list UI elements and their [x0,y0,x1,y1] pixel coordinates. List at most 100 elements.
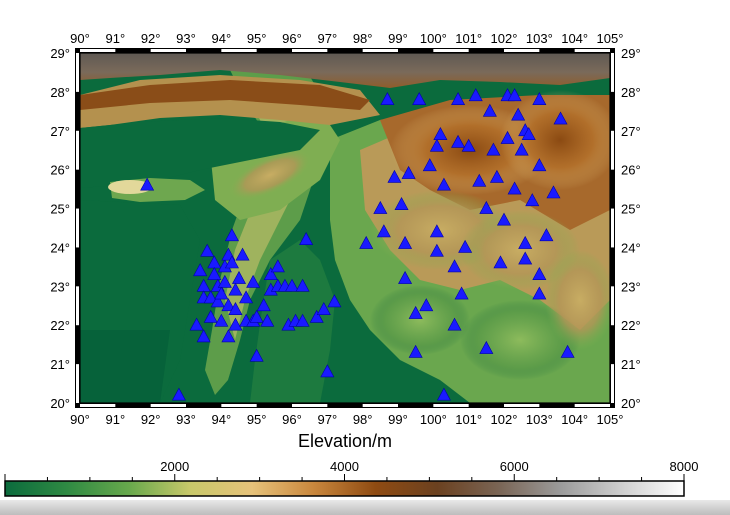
station-triangle [320,364,335,378]
station-triangle [447,259,462,273]
frame-check [150,404,186,407]
lon-tick-label: 101° [455,412,482,427]
station-triangle [433,127,448,140]
station-triangle [436,177,451,191]
frame-check [362,49,398,52]
station-triangle [507,181,522,195]
frame-check [292,49,328,52]
colorbar-tick-label: 6000 [500,459,529,474]
station-triangle [479,200,494,214]
lat-tick-label: 26° [50,163,70,178]
station-triangle [398,235,413,249]
terrain-relief [80,53,610,403]
lon-tick-label: 98° [353,412,373,427]
station-triangle [412,92,427,105]
lon-tick-label: 98° [353,31,373,46]
station-triangle [461,138,476,152]
lat-tick-label: 28° [50,85,70,100]
lon-tick-label: 103° [526,412,553,427]
station-triangle [401,165,416,179]
station-markers [140,88,575,401]
station-triangle [221,298,236,312]
station-triangle [532,286,547,300]
station-triangle [207,267,222,280]
lon-tick-label: 100° [420,31,447,46]
window-bottom-bar [0,500,730,515]
frame-check [574,404,610,407]
station-triangle [521,127,536,140]
lat-tick-label: 22° [50,318,70,333]
station-triangle [539,228,554,242]
frame-check [221,404,257,407]
station-triangle [514,142,529,156]
station-triangle [217,274,232,288]
lat-tick-label: 20° [50,396,70,411]
station-triangle [246,274,261,288]
station-triangle [376,224,391,238]
station-triangle [373,200,388,214]
station-triangle [228,317,243,331]
lon-tick-label: 97° [317,31,337,46]
station-triangle [327,294,342,308]
frame-check [611,130,614,170]
frame-check [611,208,614,248]
frame-check [76,286,79,326]
lat-tick-label: 28° [621,85,641,100]
lon-tick-label: 99° [388,31,408,46]
frame-check [574,49,610,52]
station-triangle [500,130,515,144]
lon-tick-label: 105° [597,412,624,427]
frame-check [504,404,540,407]
station-triangle [408,344,423,358]
colorbar-title: Elevation/m [298,431,392,451]
station-triangle [299,232,314,245]
lat-tick-label: 27° [50,124,70,139]
frame-check [433,404,469,407]
station-triangle [200,243,215,257]
lon-tick-label: 96° [282,412,302,427]
lon-tick-label: 91° [105,412,125,427]
station-triangle [546,185,561,199]
station-triangle [429,224,444,238]
lat-tick-label: 23° [621,279,641,294]
station-triangle [214,286,229,300]
station-triangle [309,309,324,323]
station-triangle [451,134,466,148]
station-triangle [235,247,250,261]
station-triangle [493,255,508,269]
lon-tick-label: 90° [70,412,90,427]
station-triangle [249,309,264,323]
lat-tick-label: 24° [621,240,641,255]
station-triangle [359,235,374,249]
frame-check [611,364,614,403]
station-triangle [256,298,271,312]
frame-check [292,404,328,407]
station-triangle [454,286,469,300]
station-triangle [239,290,254,304]
frame-check [80,49,116,52]
station-triangle [525,193,540,207]
lon-tick-label: 90° [70,31,90,46]
frame-checkerboard [76,49,614,407]
station-triangle [532,92,547,105]
longitude-labels-bottom: 90° 91° 92° 93° 94° 95° 96° 97° 98° 99° 100° 101° 10… [70,412,623,427]
lon-tick-label: 92° [141,412,161,427]
station-triangle [189,317,204,331]
station-triangle [482,103,497,117]
station-triangle [140,177,155,191]
station-triangle [284,278,300,292]
frame-check [150,49,186,52]
frame-check [433,49,469,52]
colorbar-tick-label: 2000 [160,459,189,474]
station-triangle [295,278,310,292]
station-triangle [203,290,218,304]
station-triangle [171,387,186,401]
station-triangle [408,305,423,319]
lon-tick-label: 94° [211,31,231,46]
lat-tick-label: 23° [50,279,70,294]
colorbar [4,480,685,497]
frame-bottom-border [75,403,615,408]
lon-tick-label: 97° [317,412,337,427]
map-frame [75,48,615,408]
